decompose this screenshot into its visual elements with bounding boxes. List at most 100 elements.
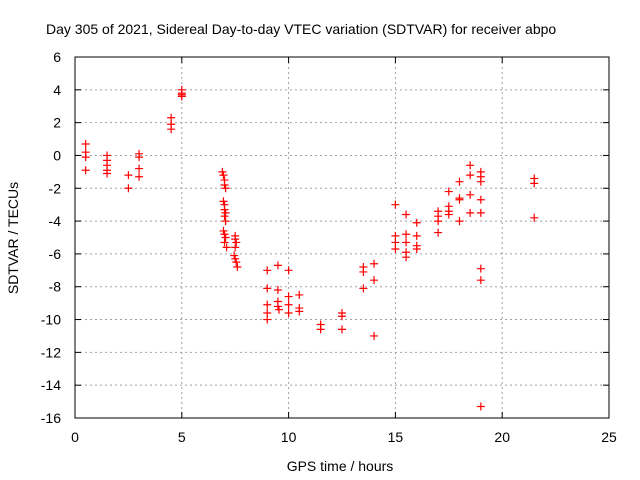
data-point <box>284 292 293 301</box>
y-tick-label: -10 <box>41 312 61 328</box>
data-point <box>221 184 230 193</box>
data-point <box>434 228 443 237</box>
data-point <box>444 187 453 196</box>
data-point <box>466 190 475 199</box>
plot-frame <box>74 56 610 419</box>
data-point <box>370 331 379 340</box>
data-point <box>466 171 475 180</box>
data-point <box>412 244 421 253</box>
data-point <box>476 177 485 186</box>
data-point <box>103 169 112 178</box>
data-point <box>218 167 227 176</box>
data-point <box>233 263 242 272</box>
data-point <box>338 312 346 321</box>
y-tick-label: 6 <box>53 49 61 65</box>
data-point <box>412 218 421 227</box>
data-point <box>284 308 293 317</box>
data-point <box>263 266 272 275</box>
data-point <box>135 164 144 173</box>
data-point <box>220 238 229 247</box>
data-point <box>231 243 240 252</box>
data-point <box>476 264 485 273</box>
data-point <box>273 261 282 270</box>
axis-ticks <box>74 56 610 419</box>
x-tick-label: 0 <box>71 429 79 445</box>
y-tick-label: -8 <box>49 279 62 295</box>
data-point <box>231 235 240 244</box>
data-point <box>263 284 272 293</box>
y-axis-label: SDTVAR / TECUs <box>5 182 21 294</box>
data-point <box>219 226 228 235</box>
data-point <box>412 231 421 240</box>
data-point <box>263 315 272 324</box>
data-point <box>476 402 485 411</box>
y-tick-label: -16 <box>41 410 61 426</box>
data-point <box>370 276 379 285</box>
data-point <box>220 230 229 239</box>
data-point <box>359 284 368 293</box>
data-point <box>263 300 272 309</box>
y-tick-label: 4 <box>53 82 61 98</box>
data-point <box>232 238 241 247</box>
y-tick-label: -2 <box>49 180 62 196</box>
data-point <box>219 197 228 206</box>
data-point <box>466 208 475 217</box>
data-point <box>316 325 325 334</box>
data-point <box>455 195 464 204</box>
data-point <box>81 153 90 162</box>
y-tick-label: -6 <box>49 246 62 262</box>
data-point <box>220 212 229 221</box>
data-point <box>124 184 133 193</box>
y-tick-label: -12 <box>41 344 61 360</box>
data-point <box>476 276 485 285</box>
data-point <box>222 243 231 252</box>
x-axis-label: GPS time / hours <box>287 458 394 474</box>
data-point <box>359 267 368 276</box>
data-point <box>81 139 90 148</box>
x-tick-label: 10 <box>281 429 297 445</box>
data-point <box>402 238 411 247</box>
x-tick-label: 15 <box>388 429 404 445</box>
data-point <box>402 253 411 262</box>
data-point <box>370 259 379 268</box>
y-tick-label: 2 <box>53 115 61 131</box>
y-tick-labels: 6 4 2 0 -2 -4 -6 -8 -10 -12 -14 -16 <box>41 49 61 426</box>
y-tick-label: 0 <box>53 147 61 163</box>
x-tick-label: 5 <box>178 429 186 445</box>
data-point <box>391 200 400 209</box>
data-point <box>455 217 464 226</box>
data-point <box>219 171 228 180</box>
data-point <box>221 233 230 242</box>
data-point <box>295 290 304 299</box>
data-point <box>338 325 346 334</box>
data-point <box>273 286 282 295</box>
data-point <box>444 210 453 219</box>
data-point <box>402 210 411 219</box>
data-point <box>530 213 539 222</box>
x-tick-label: 20 <box>494 429 510 445</box>
data-point <box>167 125 176 134</box>
y-tick-label: -14 <box>41 377 61 393</box>
data-point <box>476 195 485 204</box>
x-tick-labels: 0 5 10 15 20 25 <box>71 429 617 445</box>
data-point <box>530 179 539 188</box>
data-point <box>220 180 229 189</box>
data-point <box>124 171 133 180</box>
x-tick-label: 25 <box>601 429 617 445</box>
data-point <box>232 258 241 267</box>
chart-title: Day 305 of 2021, Sidereal Day-to-day VTE… <box>46 21 556 37</box>
data-point <box>135 153 144 162</box>
data-point <box>434 217 443 226</box>
data-point <box>274 305 283 314</box>
data-point <box>177 92 186 101</box>
data-point <box>455 177 464 186</box>
data-point <box>295 307 304 316</box>
data-point <box>135 172 144 181</box>
data-point <box>284 266 293 275</box>
data-point <box>231 254 240 263</box>
data-point <box>402 230 411 239</box>
data-point <box>284 300 293 309</box>
data-point <box>221 208 230 217</box>
data-points <box>81 85 539 411</box>
